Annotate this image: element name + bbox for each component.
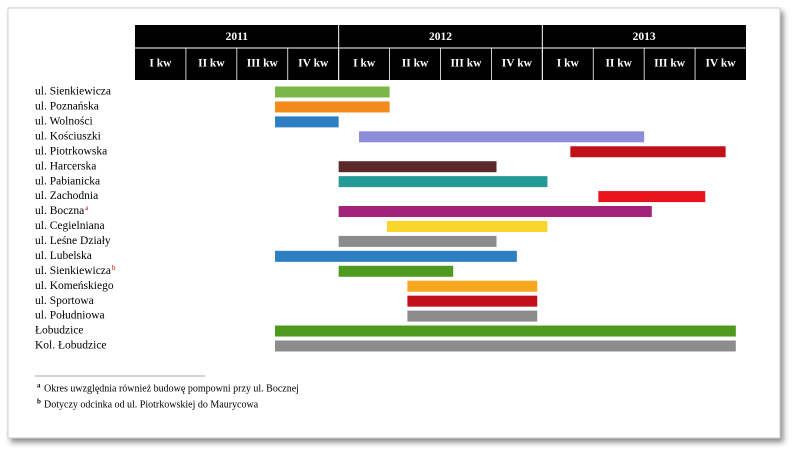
bar xyxy=(338,206,652,218)
row-label: ul. Sienkiewicza xyxy=(35,265,111,277)
quarter-label: II kw xyxy=(198,58,225,70)
bar xyxy=(275,340,736,352)
bar xyxy=(598,191,706,203)
row-marker: a xyxy=(85,204,89,212)
quarter-label: II kw xyxy=(605,58,632,70)
bar xyxy=(275,325,736,337)
row-label: ul. Piotrkowska xyxy=(35,145,107,157)
bar xyxy=(407,295,538,307)
bar xyxy=(338,176,548,188)
year-label: 2011 xyxy=(226,31,249,43)
row-label: Kol. Łobudzice xyxy=(35,340,107,352)
quarter-label: III kw xyxy=(654,58,686,70)
row-label: ul. Leśne Działy xyxy=(35,235,111,247)
row-label: ul. Lubelska xyxy=(35,250,92,262)
quarter-label: I kw xyxy=(149,58,172,70)
year-label: 2012 xyxy=(429,31,452,43)
row-label: Łobudzice xyxy=(35,325,84,337)
quarter-label: IV kw xyxy=(502,58,533,70)
bar xyxy=(359,131,645,143)
bar xyxy=(407,310,538,322)
row-label: ul. Sportowa xyxy=(35,295,94,307)
footnote-marker: a xyxy=(37,382,41,390)
bar xyxy=(338,265,454,277)
row-marker: b xyxy=(112,264,116,272)
row-label: ul. Cegielniana xyxy=(35,220,105,232)
bar xyxy=(570,146,726,158)
footnote-text: Dotyczy odcinka od ul. Piotrkowskiej do … xyxy=(44,399,259,410)
row-label: ul. Harcerska xyxy=(35,160,96,172)
bar xyxy=(387,220,548,232)
quarter-label: I kw xyxy=(557,58,580,70)
row-label: ul. Sienkiewicza xyxy=(35,86,111,98)
quarter-label: I kw xyxy=(353,58,376,70)
bar xyxy=(275,86,390,98)
bar xyxy=(338,235,497,247)
row-label: ul. Boczna xyxy=(35,205,84,217)
row-label: ul. Zachodnia xyxy=(35,190,98,202)
row-label: ul. Poznańska xyxy=(35,101,99,113)
quarter-label: III kw xyxy=(450,58,482,70)
row-label: ul. Wolności xyxy=(35,116,93,128)
row-label: ul. Kościuszki xyxy=(35,130,101,142)
footnote-text: Okres uwzględnia również budowę pompowni… xyxy=(44,383,299,394)
bar xyxy=(407,280,538,292)
bar xyxy=(275,250,517,262)
quarter-label: IV kw xyxy=(298,58,329,70)
quarter-label: IV kw xyxy=(705,58,736,70)
row-label: ul. Komeńskiego xyxy=(35,280,114,292)
bar xyxy=(275,101,390,113)
quarter-label: III kw xyxy=(247,58,279,70)
bar xyxy=(338,161,497,173)
year-label: 2013 xyxy=(633,31,656,43)
footnote-marker: b xyxy=(37,398,41,406)
row-label: ul. Pabianicka xyxy=(35,175,100,187)
bar xyxy=(275,116,339,128)
quarter-label: II kw xyxy=(402,58,429,70)
row-label: ul. Południowa xyxy=(35,310,105,322)
